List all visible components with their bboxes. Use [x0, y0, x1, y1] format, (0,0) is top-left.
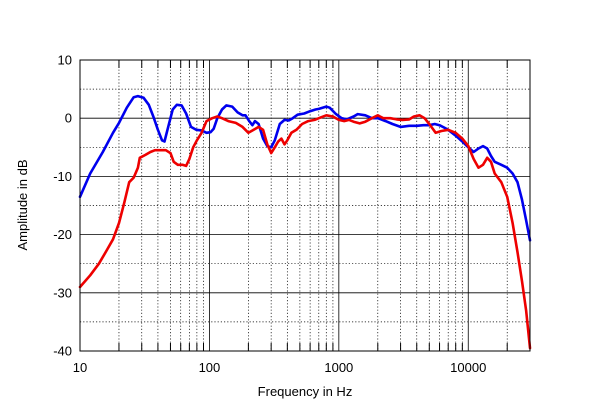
x-tick-label: 10000 [450, 360, 486, 375]
y-tick-label: -10 [53, 169, 72, 184]
x-tick-label: 100 [199, 360, 221, 375]
series-line-1 [78, 94, 532, 242]
y-axis-label: Amplitude in dB [15, 159, 30, 250]
x-tick-labels: 10 100 1000 10000 [73, 360, 487, 375]
plot-frame [79, 59, 531, 352]
series-line-2 [78, 114, 532, 350]
x-tick-label: 1000 [324, 360, 353, 375]
y-tick-label: -30 [53, 285, 72, 300]
y-tick-label: -20 [53, 227, 72, 242]
x-axis-label: Frequency in Hz [258, 384, 353, 399]
y-tick-label: 10 [58, 53, 72, 68]
minor-grid [80, 60, 531, 351]
x-tick-label: 10 [73, 360, 87, 375]
y-tick-label: 0 [65, 111, 72, 126]
series-layer [78, 94, 532, 350]
tick-marks [118, 60, 531, 351]
y-tick-label: -40 [53, 344, 72, 359]
y-tick-labels: 10 0 -10 -20 -30 -40 [53, 53, 72, 359]
